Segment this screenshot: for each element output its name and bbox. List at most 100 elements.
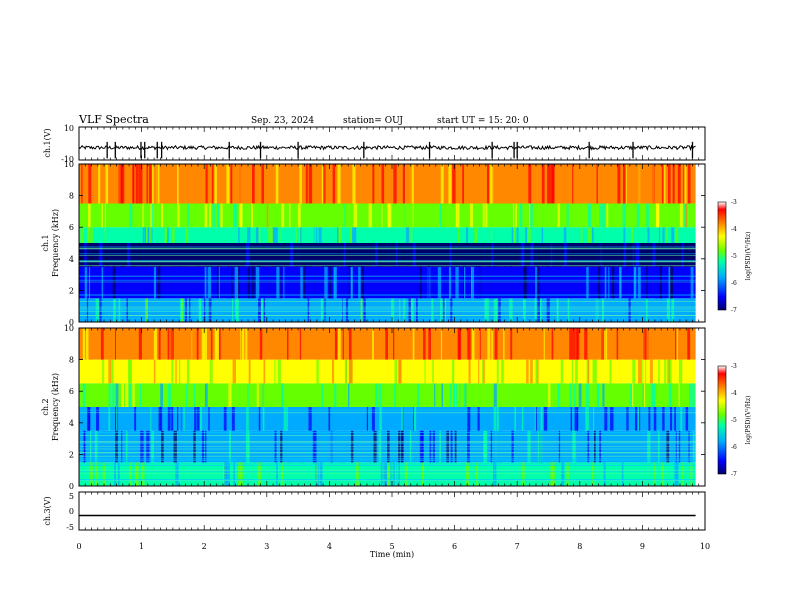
ch1-spectrogram-texture xyxy=(139,164,143,204)
ch1-spectrogram-texture xyxy=(122,243,126,267)
ch2-spectrogram-texture xyxy=(569,328,573,360)
ch1-spectrogram-texture xyxy=(464,266,466,299)
ch1-spectrogram-texture xyxy=(354,227,357,243)
ch2-spectrogram-texture xyxy=(645,359,647,384)
ch2-spectrogram-texture xyxy=(325,328,327,360)
ch3-ytick-top: 5 xyxy=(69,492,74,501)
ch1-spectrogram-texture xyxy=(401,298,404,322)
ch2-spectrogram-texture xyxy=(203,359,207,384)
ch2-spectrogram-texture xyxy=(141,462,145,486)
ch2-spectrogram-texture xyxy=(258,383,262,407)
ch1-spectrogram-texture xyxy=(204,203,208,228)
ch1-spectrogram-texture xyxy=(509,298,513,322)
ch1-spectrogram-texture xyxy=(608,266,610,299)
ch1-spectrogram-texture xyxy=(458,227,460,243)
ch1-spectrogram-texture xyxy=(463,266,464,299)
ch1-spectrogram-texture xyxy=(439,203,442,228)
ch1-spectrogram-texture xyxy=(135,164,139,204)
ch2-spectrogram-texture xyxy=(138,328,142,360)
ch2-spectrogram-texture xyxy=(574,407,578,431)
ch2-spectrogram-texture xyxy=(108,383,111,407)
ch2-spectrogram-texture xyxy=(121,383,124,407)
ch2-spectrogram-texture xyxy=(348,383,350,407)
ch2-spectrogram-texture xyxy=(160,383,163,407)
ch2-spectrogram-texture xyxy=(559,383,562,407)
ch1-spectrogram-texture xyxy=(240,203,242,228)
ch2-spectrogram-texture xyxy=(674,407,676,431)
ch2-spectrogram-texture xyxy=(145,359,148,384)
ch1-spectrogram-texture xyxy=(504,243,507,267)
ch1-spectrogram-texture xyxy=(521,227,524,243)
ch2-spectrogram-texture xyxy=(478,359,480,384)
ch1-spectrogram-texture xyxy=(241,227,244,243)
ch1-spectrogram-texture xyxy=(296,243,298,267)
ch1-spectrogram-texture xyxy=(558,227,560,243)
ch1-spectrogram-texture xyxy=(161,227,165,243)
ch1-spectrogram-texture xyxy=(647,266,649,299)
ch1-spectrogram-texture xyxy=(651,164,654,204)
ch3-ytick-middle: 0 xyxy=(69,507,74,516)
ch2-spectrogram-texture xyxy=(637,328,640,360)
ch2-spectrogram-texture xyxy=(622,462,626,486)
ch2-spectrogram-texture xyxy=(648,407,651,431)
ch2-spectrogram-texture xyxy=(618,359,621,384)
ch1-spectrogram-texture xyxy=(260,298,264,322)
header-station: station= OUJ xyxy=(343,116,403,126)
ch1-spectrogram-texture xyxy=(124,298,126,322)
ch2-spectrogram-texture xyxy=(587,359,589,384)
ch2-spectrogram-texture xyxy=(238,462,242,486)
ch1-spectrogram-texture xyxy=(440,164,444,204)
ch2-spectrogram-texture xyxy=(102,462,106,486)
ch1-spectrogram-texture xyxy=(129,203,133,228)
ch1-spectrogram-texture xyxy=(546,298,550,322)
ch1-colorbar: -3 -4 -5 -6 -7 log(PSD)(V²/Hz) xyxy=(717,199,752,314)
ch1-spectrogram-texture xyxy=(320,298,323,322)
ch2-spectrogram-texture xyxy=(306,462,310,486)
ch1-spectrogram-texture xyxy=(363,298,366,322)
ch1-spectrogram-texture xyxy=(551,243,555,267)
ch1-spectrogram-texture xyxy=(449,243,452,267)
ch2-spectrogram-texture xyxy=(256,383,259,407)
ch1-spectrogram-texture xyxy=(585,243,587,267)
ch1-spectrogram-texture xyxy=(182,243,186,267)
ch2-spectrogram-texture xyxy=(576,407,579,431)
ch1-spectrogram-texture xyxy=(258,243,261,267)
ch2-spectrogram-texture xyxy=(678,383,680,407)
ch2-spectrogram-texture xyxy=(316,462,318,486)
ch1-spectrogram-texture xyxy=(534,298,537,322)
ch1-spectrogram-texture xyxy=(261,164,264,204)
ch2-spectrogram-texture xyxy=(669,462,673,486)
ch1-spectrogram-texture xyxy=(177,164,179,204)
ch2-spectrogram-texture xyxy=(526,359,529,384)
ch2-spectrogram-texture xyxy=(304,462,306,486)
ch2-spectrogram-texture xyxy=(672,383,674,407)
ch2-spectrogram-texture xyxy=(487,328,491,360)
ch1-spectrogram-texture xyxy=(408,298,411,322)
ch1-spectrogram-texture xyxy=(318,227,322,243)
ch1-spectrogram-texture xyxy=(153,266,156,299)
ch1-spectrogram-texture xyxy=(405,227,410,243)
ch2-spectrogram-texture xyxy=(441,328,445,360)
ch2-spectrogram-texture xyxy=(281,383,285,407)
ch1-spectrogram-texture xyxy=(103,227,106,243)
ch2-colorbar-tick-label: -3 xyxy=(731,363,737,370)
ch1-spectrogram-texture xyxy=(580,227,583,243)
ch1-spectrogram-texture xyxy=(190,203,193,228)
ch2-spectrogram-texture xyxy=(482,359,485,384)
ch1-spectrogram-texture xyxy=(262,243,266,267)
ch2-spectrogram-texture xyxy=(658,407,661,431)
figure-title: VLF Spectra xyxy=(78,113,149,126)
ch2-spectrogram-texture xyxy=(541,462,543,486)
ch1-spectrogram-texture xyxy=(379,243,381,267)
ch1-spectrogram-heatmap xyxy=(78,163,706,323)
ch2-spectrogram-texture xyxy=(246,407,249,431)
ch1-spectrogram-texture xyxy=(428,266,430,299)
ch1-spectrogram-texture xyxy=(490,164,494,204)
ch2-spectrogram-texture xyxy=(598,328,602,360)
ch2-spectrogram-texture xyxy=(595,328,598,360)
ch2-spectrogram-texture xyxy=(593,462,596,486)
ch2-spectrogram-texture xyxy=(153,359,156,384)
ch1-spectrogram-texture xyxy=(609,227,612,243)
ch1-spectrogram-texture xyxy=(412,243,416,267)
ch1-spectrogram-texture xyxy=(509,243,513,267)
